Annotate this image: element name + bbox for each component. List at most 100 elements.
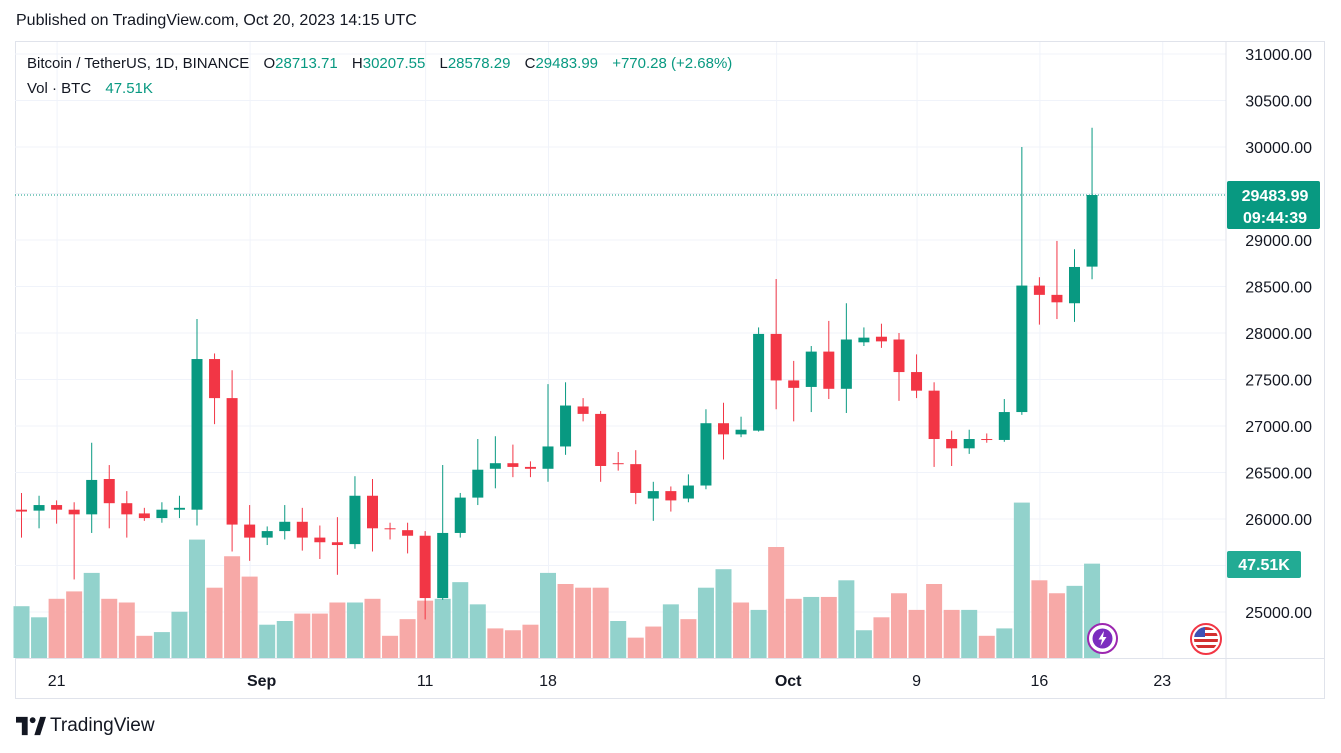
candle-body[interactable]: [33, 505, 45, 511]
volume-bar: [48, 598, 65, 658]
volume-bar: [153, 632, 170, 658]
volume-bar: [329, 602, 346, 658]
lightning-icon[interactable]: [1087, 623, 1118, 654]
y-tick-label: 30000.00: [1245, 140, 1312, 157]
volume-bar: [820, 596, 837, 658]
grid-lines: [15, 42, 1325, 698]
candle-body[interactable]: [1016, 285, 1028, 413]
high-value: 30207.55: [362, 55, 426, 72]
candle-body[interactable]: [402, 530, 414, 536]
candle-body[interactable]: [858, 337, 870, 343]
candle-body[interactable]: [384, 528, 396, 530]
x-tick-label: 23: [1153, 673, 1171, 690]
volume-bar: [961, 609, 978, 658]
us-flag-icon[interactable]: [1190, 623, 1222, 655]
candle-body[interactable]: [893, 339, 905, 373]
candle-body[interactable]: [226, 398, 238, 525]
volume-bar: [891, 593, 907, 658]
candle-body[interactable]: [437, 532, 449, 599]
candle-body[interactable]: [419, 535, 431, 599]
candle-body[interactable]: [68, 509, 80, 515]
candle-body[interactable]: [595, 413, 607, 466]
volume-bar: [434, 598, 451, 658]
volume-bar: [715, 569, 732, 658]
low-value: 28578.29: [447, 55, 511, 72]
candle-body[interactable]: [331, 542, 343, 546]
candle-body[interactable]: [173, 507, 185, 510]
candle-body[interactable]: [665, 491, 677, 501]
volume-bar: [522, 624, 539, 658]
volume-bar: [1066, 585, 1083, 658]
volume-bar: [557, 584, 574, 658]
candle-body[interactable]: [560, 405, 572, 447]
candle-body[interactable]: [507, 463, 519, 467]
candle-body[interactable]: [647, 491, 659, 499]
candle-body[interactable]: [349, 495, 361, 545]
candle-body[interactable]: [16, 509, 27, 512]
candle-body[interactable]: [86, 479, 98, 515]
countdown-timer: 09:44:39: [1243, 210, 1307, 227]
candle-body[interactable]: [51, 505, 63, 510]
candle-body[interactable]: [138, 513, 150, 519]
candle-body[interactable]: [472, 469, 484, 498]
candle-body[interactable]: [718, 423, 729, 435]
tradingview-brand[interactable]: TradingView: [16, 715, 155, 737]
candle-body[interactable]: [1069, 266, 1080, 304]
candle-body[interactable]: [296, 521, 308, 538]
price-axis: 25000.00 26000.00 26500.00 27000.00 27500.00…: [1245, 47, 1312, 622]
candle-body[interactable]: [156, 509, 168, 519]
candle-body[interactable]: [981, 439, 993, 441]
candle-body[interactable]: [261, 531, 273, 538]
candle-body[interactable]: [542, 446, 554, 469]
candle-body[interactable]: [998, 412, 1010, 440]
candle-body[interactable]: [489, 463, 501, 469]
candle-body[interactable]: [823, 351, 835, 389]
candle-body[interactable]: [911, 372, 923, 391]
volume-row: Vol · BTC 47.51K: [27, 79, 732, 104]
candle-body[interactable]: [700, 423, 712, 486]
volume-bar: [855, 630, 872, 658]
candles: [16, 127, 1098, 620]
candle-body[interactable]: [805, 351, 817, 387]
volume-bar: [943, 609, 960, 658]
candle-body[interactable]: [946, 439, 958, 449]
candle-body[interactable]: [121, 503, 133, 515]
candle-body[interactable]: [963, 439, 975, 449]
volume-bars: [13, 502, 1101, 658]
candle-body[interactable]: [191, 359, 203, 510]
candle-body[interactable]: [682, 485, 694, 499]
volume-bar: [66, 591, 83, 658]
candle-body[interactable]: [367, 495, 378, 529]
candle-body[interactable]: [103, 479, 115, 504]
volume-bar: [189, 539, 205, 658]
symbol-name[interactable]: Bitcoin / TetherUS, 1D, BINANCE: [27, 55, 250, 72]
volume-value: 47.51K: [105, 80, 153, 97]
candle-body[interactable]: [735, 429, 747, 435]
candle-body[interactable]: [1051, 294, 1063, 303]
volume-bar: [680, 619, 697, 658]
candle-body[interactable]: [875, 336, 887, 342]
candle-body[interactable]: [577, 406, 589, 414]
volume-bar: [627, 637, 644, 658]
volume-bar: [908, 609, 925, 658]
candle-body[interactable]: [612, 463, 624, 465]
candle-body[interactable]: [753, 333, 765, 431]
volume-bar: [276, 621, 293, 658]
candle-body[interactable]: [630, 464, 642, 493]
candle-body[interactable]: [314, 537, 326, 543]
candle-body[interactable]: [209, 359, 221, 399]
candle-body[interactable]: [454, 497, 466, 533]
candle-body[interactable]: [1033, 285, 1045, 295]
volume-bar: [469, 604, 486, 658]
candle-body[interactable]: [788, 380, 800, 388]
volume-label[interactable]: Vol · BTC: [27, 80, 92, 97]
volume-bar: [504, 630, 521, 658]
candle-body[interactable]: [928, 390, 940, 440]
candle-body[interactable]: [279, 521, 291, 532]
candle-body[interactable]: [840, 339, 852, 389]
candle-body[interactable]: [244, 524, 256, 538]
candle-body[interactable]: [524, 466, 536, 469]
candle-body[interactable]: [1086, 194, 1098, 267]
candle-body[interactable]: [770, 333, 782, 381]
